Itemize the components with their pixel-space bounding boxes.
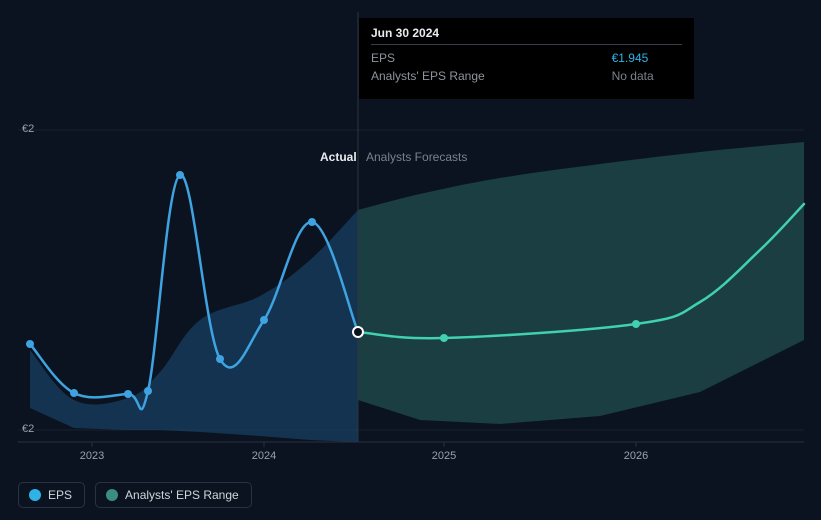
x-tick-label: 2024 [252,450,276,462]
x-tick-label: 2025 [432,450,456,462]
tooltip-val-range: No data [612,65,682,83]
section-label-forecast: Analysts Forecasts [366,150,467,164]
chart-tooltip: Jun 30 2024 EPS €1.945 Analysts' EPS Ran… [359,18,694,99]
legend-item-eps[interactable]: EPS [18,482,85,508]
legend: EPS Analysts' EPS Range [18,482,252,508]
legend-label: EPS [48,488,72,502]
y-tick-label: €2 [22,423,34,435]
eps-chart: €2 €2 Actual Analysts Forecasts 2023 202… [0,0,821,520]
x-tick-label: 2023 [80,450,104,462]
tooltip-date: Jun 30 2024 [371,26,682,44]
legend-label: Analysts' EPS Range [125,488,239,502]
y-tick-label: €2 [22,123,34,135]
x-tick-label: 2026 [624,450,648,462]
legend-swatch-icon [29,489,41,501]
tooltip-key-range: Analysts' EPS Range [371,65,612,83]
tooltip-key-eps: EPS [371,45,612,66]
section-label-actual: Actual [320,150,357,164]
legend-swatch-icon [106,489,118,501]
legend-item-range[interactable]: Analysts' EPS Range [95,482,252,508]
tooltip-val-eps: €1.945 [612,45,682,66]
